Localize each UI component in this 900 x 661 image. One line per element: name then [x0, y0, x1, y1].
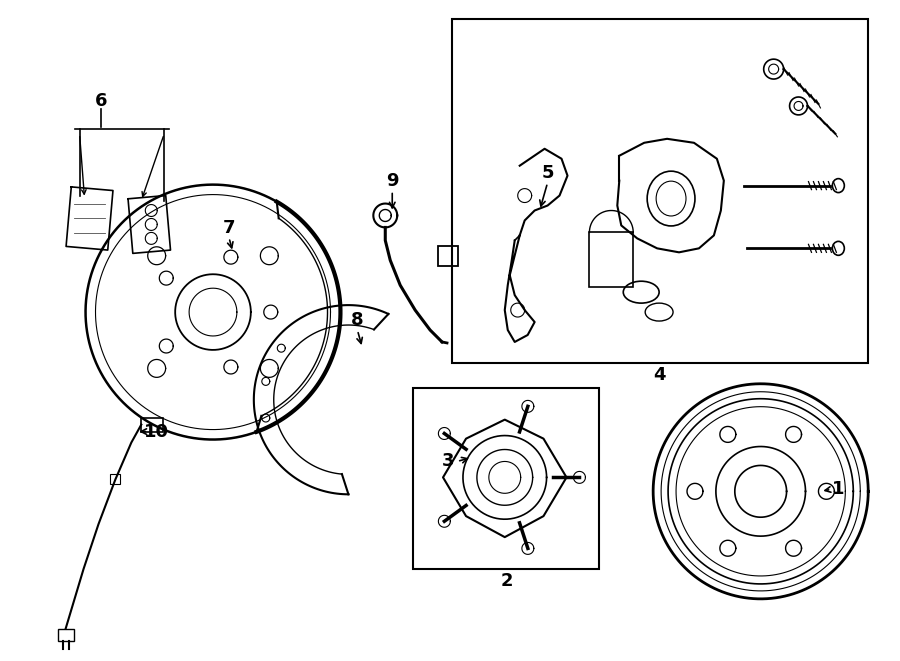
- Text: 4: 4: [652, 366, 665, 384]
- Text: 6: 6: [95, 92, 108, 110]
- Bar: [111, 475, 121, 485]
- Bar: [413, 388, 599, 569]
- Text: 9: 9: [386, 172, 399, 190]
- Bar: [141, 418, 163, 432]
- Bar: [58, 629, 74, 641]
- Text: 3: 3: [442, 452, 454, 471]
- Bar: [452, 19, 868, 363]
- Text: 8: 8: [351, 311, 364, 329]
- Text: 5: 5: [541, 164, 554, 182]
- Bar: [438, 247, 458, 266]
- Text: 2: 2: [500, 572, 513, 590]
- Text: 7: 7: [222, 219, 235, 237]
- Bar: [590, 233, 634, 287]
- Text: 10: 10: [144, 422, 168, 441]
- Text: 1: 1: [832, 481, 844, 498]
